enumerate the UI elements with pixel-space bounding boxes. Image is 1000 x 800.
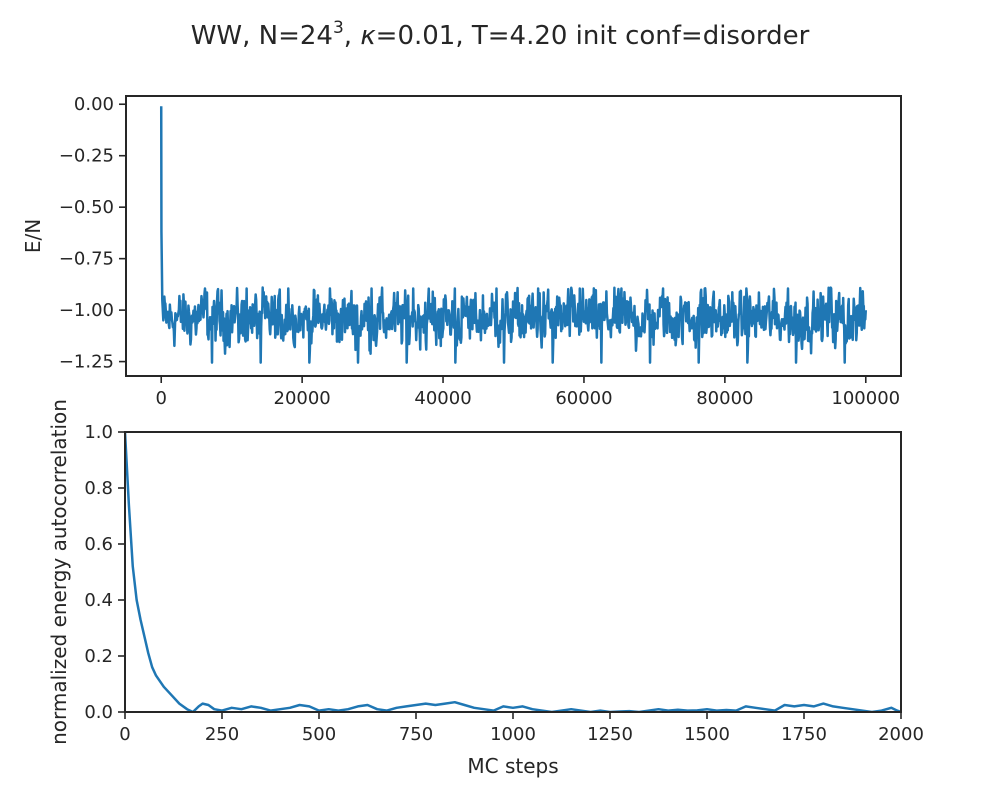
autocorrelation-plot: 0 250 500 750 1000 1250 1500 1750 2000 0.0 0.2 0.4 0… [47,399,924,778]
x-tick-label: 40000 [414,388,471,409]
y-tick-label: 0.6 [84,534,113,555]
x-tick-label: 1000 [490,724,536,745]
x-tick-label: 1750 [781,724,827,745]
autocorrelation-plot-frame [124,431,902,713]
y-tick-label: 0.8 [84,478,113,499]
autocorrelation-plot-ticks: 0 250 500 750 1000 1250 1500 1750 2000 0.0 0.2 0.4 0… [84,422,924,745]
energy-plot-ticks: 0 20000 40000 60000 80000 100000 0.00 −0.25 −0.5… [59,94,900,409]
energy-per-site-plot: 0 20000 40000 60000 80000 100000 0.00 −0.25 −0.5… [21,94,902,409]
y-tick-label: −0.25 [59,146,114,167]
x-tick-label: 500 [302,724,336,745]
autocorrelation-series-line [125,432,901,712]
y-tick-label: 0.4 [84,590,113,611]
x-tick-label: 1500 [684,724,730,745]
x-tick-label: 2000 [878,724,924,745]
y-tick-label: −1.00 [59,300,114,321]
energy-series-line [159,106,868,364]
y-tick-label: −1.25 [59,352,114,373]
y-tick-label: −0.75 [59,249,114,270]
x-tick-label: 0 [119,724,130,745]
x-tick-label: 250 [205,724,239,745]
autocorrelation-plot-x-axis-label: MC steps [467,754,558,778]
x-tick-label: 0 [156,388,167,409]
y-tick-label: 0.2 [84,646,113,667]
y-tick-label: 0.0 [84,702,113,723]
y-tick-label: −0.50 [59,197,114,218]
x-tick-label: 60000 [555,388,612,409]
x-tick-label: 100000 [831,388,900,409]
y-tick-label: 1.0 [84,422,113,443]
x-tick-label: 20000 [274,388,331,409]
x-tick-label: 80000 [696,388,753,409]
x-tick-label: 1250 [587,724,633,745]
energy-plot-y-axis-label: E/N [21,219,45,253]
x-tick-label: 750 [399,724,433,745]
y-tick-label: 0.00 [74,94,114,115]
energy-plot-frame [125,95,902,377]
figure-title: WW, N=243, κ=0.01, T=4.20 init conf=diso… [191,18,810,51]
autocorrelation-plot-y-axis-label: normalized energy autocorrelation [47,399,71,745]
